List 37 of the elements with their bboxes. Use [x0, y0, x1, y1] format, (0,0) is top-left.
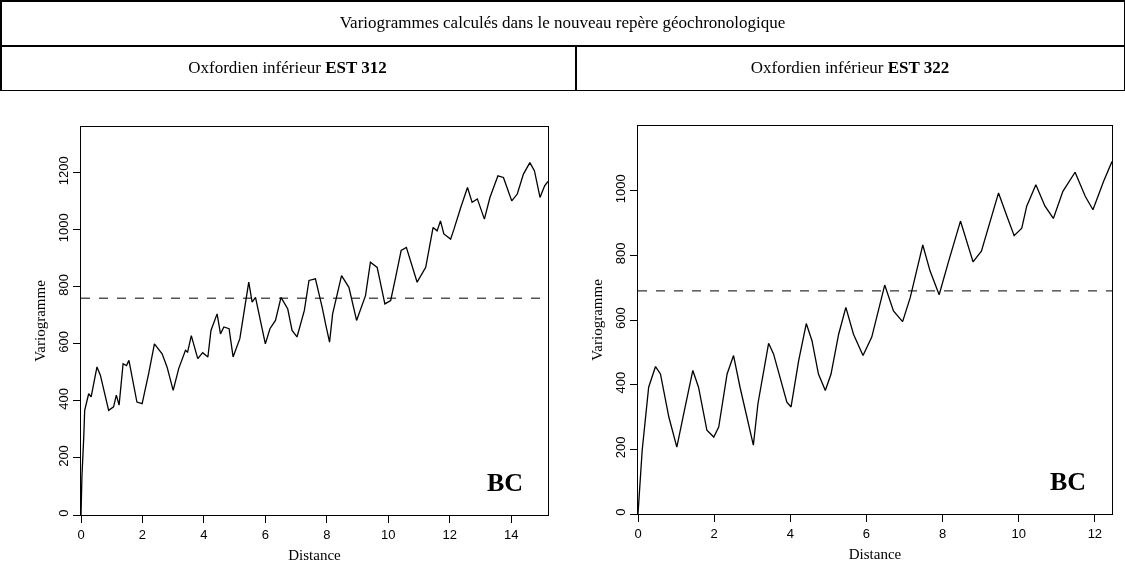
y-axis-title: Variogramme	[32, 279, 49, 362]
x-tick-label: 6	[261, 526, 269, 542]
y-axis-title: Variogramme	[589, 278, 606, 361]
x-tick-label: 4	[200, 526, 208, 542]
x-axis-title: Distance	[288, 546, 342, 563]
y-tick-label: 600	[612, 307, 628, 329]
y-tick-label: 1000	[55, 213, 71, 243]
annotation: BC	[487, 468, 524, 497]
y-tick-label: 800	[612, 242, 628, 265]
x-tick-label: 14	[503, 526, 519, 542]
x-tick-label: 8	[323, 526, 331, 542]
x-tick-label: 12	[442, 526, 457, 542]
chart-subtitle: Oxfordien inférieur EST 322	[749, 56, 951, 79]
x-tick-label: 2	[710, 525, 718, 541]
y-tick-label: 600	[55, 331, 71, 353]
y-tick-label: 1000	[612, 174, 628, 204]
y-tick-label: 1200	[55, 156, 71, 186]
x-tick-label: 12	[1087, 525, 1103, 541]
x-tick-label: 10	[381, 526, 396, 542]
y-tick-label: 400	[612, 371, 628, 394]
x-tick-label: 0	[634, 525, 642, 541]
x-tick-label: 8	[938, 525, 947, 541]
y-tick-label: 0	[612, 508, 628, 516]
y-tick-label: 400	[55, 388, 71, 410]
x-axis-title: Distance	[848, 545, 902, 562]
x-tick-label: 4	[786, 525, 794, 541]
y-tick-label: 800	[55, 273, 71, 296]
y-tick-label: 200	[55, 445, 71, 467]
annotation: BC	[1050, 467, 1087, 496]
x-tick-label: 2	[138, 526, 147, 542]
y-tick-label: 0	[55, 509, 71, 517]
x-tick-label: 10	[1011, 525, 1026, 541]
chart-subtitle: Oxfordien inférieur EST 312	[187, 56, 388, 79]
chart-title: Variogrammes calculés dans le nouveau repère géochronologique	[338, 11, 787, 34]
x-tick-label: 6	[862, 525, 871, 541]
x-tick-label: 0	[77, 526, 85, 542]
y-tick-label: 200	[612, 436, 628, 459]
